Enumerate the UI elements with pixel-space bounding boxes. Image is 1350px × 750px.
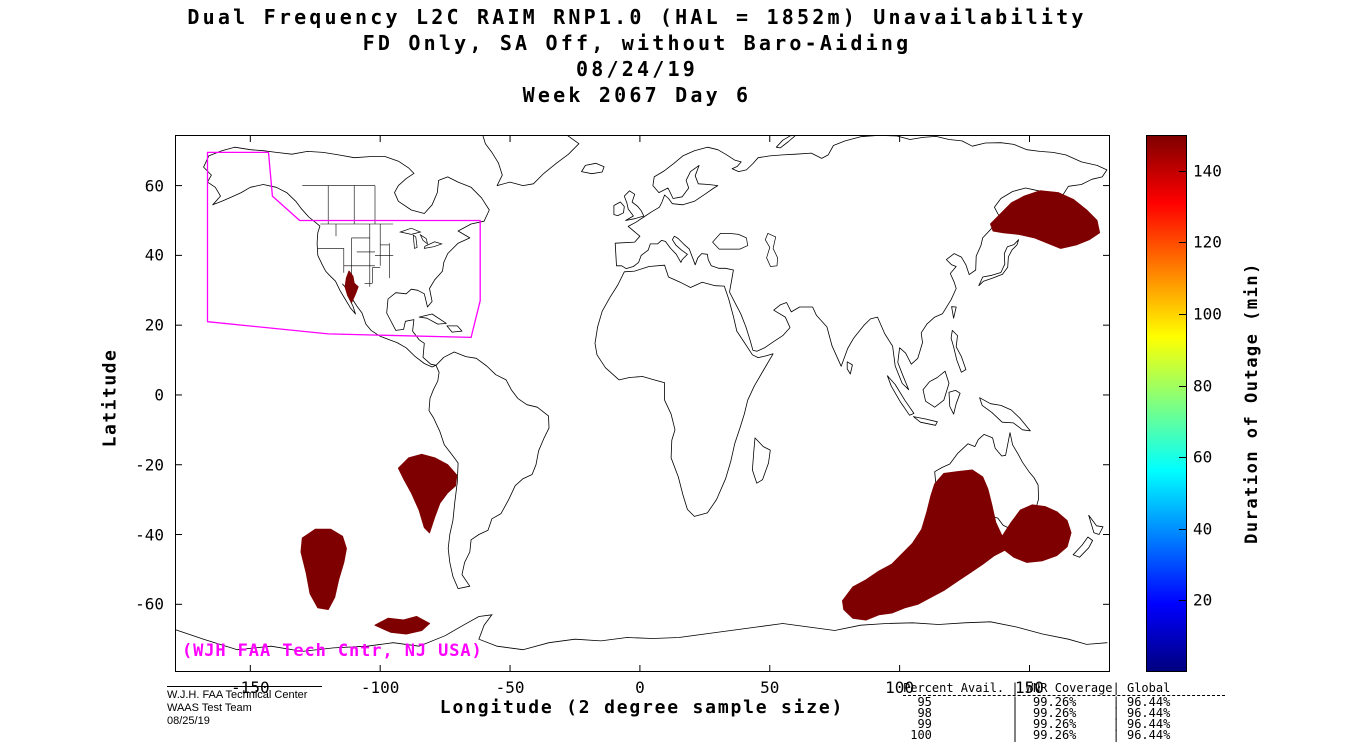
availability-table-row: 98 | 99.26% | 96.44% xyxy=(903,706,1171,720)
lake-outline xyxy=(764,232,778,267)
colorbar-tick-mark xyxy=(1179,528,1186,530)
coastline-path xyxy=(752,437,771,484)
x-tick-label: 150 xyxy=(1015,678,1044,697)
credit-annotation: (WJH FAA Tech Cntr, NJ USA) xyxy=(182,641,483,661)
colorbar-tick-label: 80 xyxy=(1193,376,1213,396)
x-tick-label: 0 xyxy=(635,678,645,697)
y-tick-label: 0 xyxy=(154,385,164,405)
coastline-path xyxy=(846,361,853,375)
outage-region-northwest-pacific-kamchatka xyxy=(990,190,1101,249)
colorbar-tick-mark xyxy=(1179,600,1186,602)
colorbar-tick-label: 20 xyxy=(1193,590,1213,610)
outage-region-south-pacific xyxy=(300,528,347,610)
colorbar-tick-label: 60 xyxy=(1193,447,1213,467)
y-tick-label: -20 xyxy=(135,455,164,475)
outage-region-southeast-pacific xyxy=(397,453,458,534)
coastline-path xyxy=(203,146,490,368)
lake-outline xyxy=(412,234,418,249)
colorbar-tick-mark xyxy=(1179,170,1186,172)
coastline-path xyxy=(775,135,797,149)
availability-table-header: Percent Avail. | WNR Coverage| Global xyxy=(903,682,1226,696)
title-line-1: Dual Frequency L2C RAIM RNP1.0 (HAL = 18… xyxy=(187,5,1087,29)
colorbar-tick-label: 40 xyxy=(1193,519,1213,539)
lake-outline xyxy=(712,233,749,250)
colorbar-label: Duration of Outage (min) xyxy=(1242,262,1262,544)
availability-table-row: 95 | 99.26% | 96.44% xyxy=(903,695,1171,709)
coastline-path xyxy=(922,370,950,408)
title-line-4: Week 2067 Day 6 xyxy=(522,83,752,107)
availability-table-row: 99 | 99.26% | 96.44% xyxy=(903,717,1171,731)
coastline-path xyxy=(1088,514,1104,535)
y-tick-label: 20 xyxy=(144,315,164,335)
coastline-path xyxy=(613,201,625,216)
y-tick-label: 60 xyxy=(144,176,164,196)
colorbar-tick-label: 100 xyxy=(1193,304,1222,324)
colorbar-tick-mark xyxy=(1179,385,1186,387)
coastline-path xyxy=(623,190,645,221)
lake-outline xyxy=(399,227,422,235)
footer-credits: W.J.H. FAA Technical Center WAAS Test Te… xyxy=(167,686,322,728)
x-tick-label: 100 xyxy=(885,678,915,697)
map-plot-area: (WJH FAA Tech Cntr, NJ USA) xyxy=(175,135,1110,672)
footer-credit-line-1: W.J.H. FAA Technical Center xyxy=(167,689,308,701)
coastline-path xyxy=(948,390,961,415)
antarctica-coastline xyxy=(175,614,1108,652)
x-tick-label: -50 xyxy=(495,678,525,697)
plot-border xyxy=(175,135,1110,672)
colorbar-tick-label: 120 xyxy=(1193,232,1222,252)
coastline-path xyxy=(951,306,957,319)
coastline-path xyxy=(418,313,447,325)
coastline-path xyxy=(581,162,605,175)
x-tick-label: 50 xyxy=(760,678,780,697)
coastline-path xyxy=(913,416,938,426)
coastline-path xyxy=(950,330,967,373)
y-tick-label: -60 xyxy=(135,594,164,614)
colorbar-tick-label: 140 xyxy=(1193,161,1222,181)
coastline-path xyxy=(978,239,1019,287)
outage-region-australia-indian-ocean-band xyxy=(842,469,1072,621)
availability-table-row: 100 | 99.26% | 96.44% xyxy=(903,728,1171,742)
lake-outline xyxy=(419,233,429,245)
x-tick-label: -150 xyxy=(231,678,270,697)
outage-region-arizona-sonora xyxy=(344,270,359,303)
colorbar-tick-mark xyxy=(1179,457,1186,459)
coastline-path xyxy=(979,397,1031,432)
lake-outline xyxy=(423,241,443,249)
coastline-path xyxy=(1072,536,1093,558)
coastline-path xyxy=(446,325,463,333)
colorbar-tick-mark xyxy=(1179,314,1186,315)
coastline-path xyxy=(594,264,774,517)
outage-region-south-pacific-small xyxy=(374,616,430,635)
coastline-path xyxy=(482,135,580,186)
x-axis-label: Longitude (2 degree sample size) xyxy=(439,697,845,718)
world-map xyxy=(175,135,1110,672)
x-tick-label: -100 xyxy=(360,678,400,697)
coastline-path xyxy=(428,351,550,589)
title-line-2: FD Only, SA Off, without Baro-Aiding xyxy=(362,31,912,55)
footer-credit-line-3: 08/25/19 xyxy=(167,715,210,727)
title-line-3: 08/24/19 xyxy=(576,57,698,81)
waas-coverage-boundary xyxy=(206,151,481,339)
colorbar xyxy=(1146,135,1187,672)
footer-credit-line-2: WAAS Test Team xyxy=(167,702,252,714)
availability-table: Percent Avail. | WNR Coverage| Global 95… xyxy=(903,682,1226,742)
figure-title-block: Dual Frequency L2C RAIM RNP1.0 (HAL = 18… xyxy=(187,4,1086,108)
coastline-path xyxy=(614,135,1108,391)
y-tick-label: 40 xyxy=(144,245,164,265)
y-tick-label: -40 xyxy=(135,525,164,545)
coastline-path xyxy=(887,375,915,416)
colorbar-tick-mark xyxy=(1179,242,1186,244)
